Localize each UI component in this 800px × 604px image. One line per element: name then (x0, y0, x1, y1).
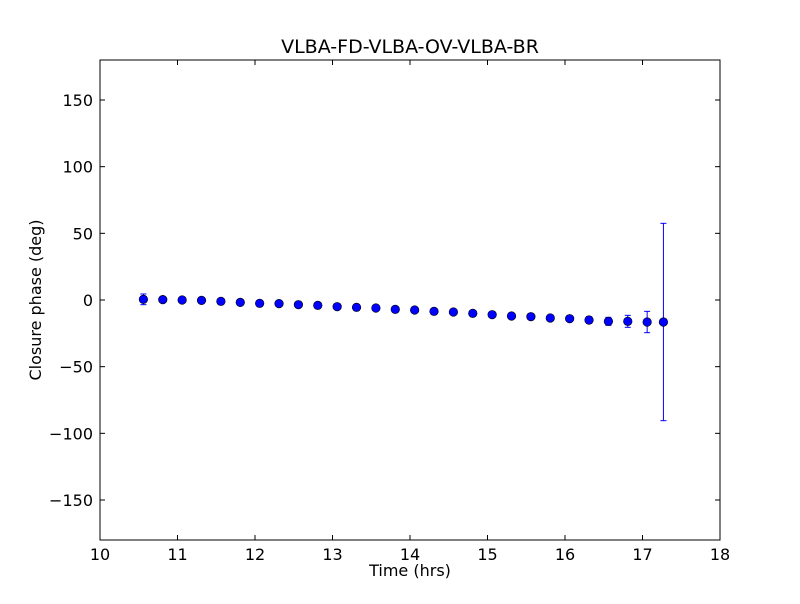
data-point (274, 299, 284, 309)
y-tick-label: −100 (49, 424, 93, 443)
data-point (603, 316, 614, 326)
chart-title: VLBA-FD-VLBA-OV-VLBA-BR (281, 36, 539, 58)
data-point (390, 304, 400, 314)
data-point (138, 294, 148, 304)
data-point (526, 312, 536, 322)
data-point (177, 295, 187, 305)
y-axis-label: Closure phase (deg) (26, 219, 45, 380)
x-tick-labels: 10 11 12 13 14 15 16 17 18 (90, 545, 730, 564)
data-point (332, 302, 342, 312)
x-tick-label: 11 (167, 545, 187, 564)
plot-frame (99, 59, 721, 541)
data-point (371, 303, 381, 313)
data-point (158, 295, 168, 305)
y-tick-label: 0 (83, 291, 93, 310)
y-tick-label: −50 (59, 358, 93, 377)
x-tick-label: 10 (90, 545, 110, 564)
x-axis-label: Time (hrs) (368, 561, 451, 580)
plot-area (100, 60, 720, 540)
data-point (565, 314, 575, 324)
data-point (487, 310, 497, 320)
markers-layer (138, 294, 669, 327)
x-tick-label: 17 (632, 545, 652, 564)
data-point (313, 300, 323, 310)
y-tick-label: 150 (62, 91, 93, 110)
y-tick-label: 100 (62, 158, 93, 177)
data-point (410, 305, 420, 315)
data-point (429, 306, 439, 316)
data-point (255, 298, 265, 308)
data-point (235, 297, 245, 308)
x-tick-label: 15 (477, 545, 497, 564)
data-point (468, 308, 478, 318)
data-point (506, 311, 517, 321)
data-point (351, 302, 362, 312)
data-point (293, 300, 304, 310)
data-point (658, 317, 669, 327)
data-point (216, 296, 226, 306)
x-tick-label: 14 (400, 545, 420, 564)
data-point (584, 315, 594, 325)
data-point (623, 316, 633, 326)
data-point (545, 313, 555, 323)
x-tick-label: 18 (710, 545, 730, 564)
data-point (448, 307, 459, 317)
y-tick-labels: −150 −100 −50 0 50 100 150 (49, 91, 93, 510)
x-tick-label: 12 (245, 545, 265, 564)
x-tick-label: 13 (322, 545, 342, 564)
data-point (196, 295, 207, 306)
data-point (642, 317, 652, 327)
x-tick-label: 16 (555, 545, 575, 564)
y-tick-label: −150 (49, 491, 93, 510)
y-tick-label: 50 (73, 224, 93, 243)
